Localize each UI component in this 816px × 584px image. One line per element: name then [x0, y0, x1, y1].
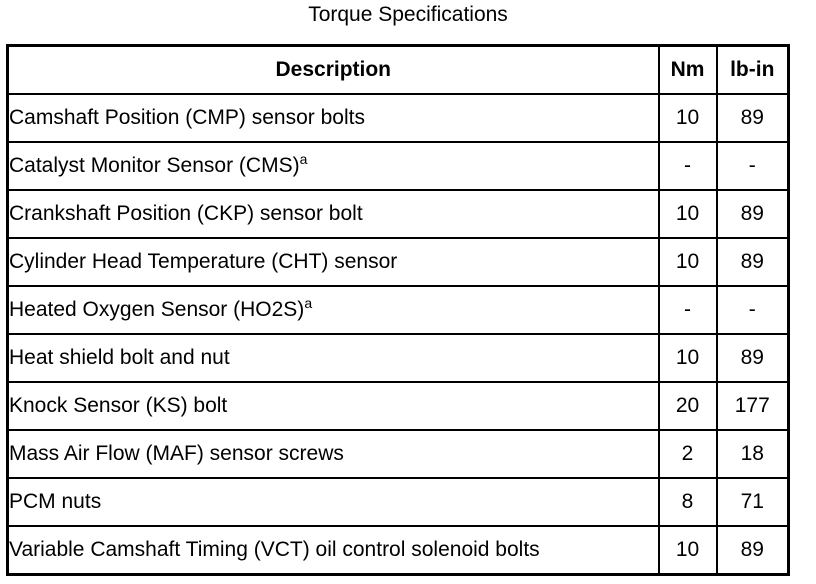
table-row: Heated Oxygen Sensor (HO2S)a - - [6, 285, 790, 335]
table-row: Catalyst Monitor Sensor (CMS)a - - [6, 141, 790, 191]
table-body: Camshaft Position (CMP) sensor bolts 10 89… [6, 93, 790, 576]
description-cell: Camshaft Position (CMP) sensor bolts [6, 93, 660, 143]
nm-cell: - [657, 285, 718, 335]
table-row: PCM nuts 8 71 [6, 477, 790, 527]
table-row: Heat shield bolt and nut 10 89 [6, 333, 790, 383]
lb-in-cell: 71 [715, 477, 790, 527]
table-row: Mass Air Flow (MAF) sensor screws 2 18 [6, 429, 790, 479]
table-row: Camshaft Position (CMP) sensor bolts 10 89 [6, 93, 790, 143]
nm-cell: 20 [657, 381, 718, 431]
nm-cell: 2 [657, 429, 718, 479]
description-cell: Catalyst Monitor Sensor (CMS)a [6, 141, 660, 191]
nm-cell: 10 [657, 237, 718, 287]
lb-in-cell: 89 [715, 525, 790, 576]
description-cell: Knock Sensor (KS) bolt [6, 381, 660, 431]
table-header: Description Nm lb-in [6, 44, 790, 95]
table-row: Crankshaft Position (CKP) sensor bolt 10 8… [6, 189, 790, 239]
table-row: Cylinder Head Temperature (CHT) sensor 10… [6, 237, 790, 287]
header-description: Description [6, 44, 660, 95]
header-row: Description Nm lb-in [6, 44, 790, 95]
lb-in-cell: 177 [715, 381, 790, 431]
description-cell: Heated Oxygen Sensor (HO2S)a [6, 285, 660, 335]
lb-in-cell: 89 [715, 237, 790, 287]
table-row: Knock Sensor (KS) bolt 20 177 [6, 381, 790, 431]
description-cell: Heat shield bolt and nut [6, 333, 660, 383]
nm-cell: - [657, 141, 718, 191]
lb-in-cell: 89 [715, 93, 790, 143]
lb-in-cell: - [715, 141, 790, 191]
lb-in-cell: 89 [715, 189, 790, 239]
nm-cell: 10 [657, 93, 718, 143]
description-cell: Crankshaft Position (CKP) sensor bolt [6, 189, 660, 239]
description-cell: Cylinder Head Temperature (CHT) sensor [6, 237, 660, 287]
description-cell: Variable Camshaft Timing (VCT) oil contr… [6, 525, 660, 576]
lb-in-cell: 18 [715, 429, 790, 479]
lb-in-cell: - [715, 285, 790, 335]
description-cell: PCM nuts [6, 477, 660, 527]
footnote-marker: a [299, 151, 308, 167]
footnote-marker: a [304, 295, 313, 311]
header-lb-in: lb-in [715, 44, 790, 95]
table-row: Variable Camshaft Timing (VCT) oil contr… [6, 525, 790, 576]
lb-in-cell: 89 [715, 333, 790, 383]
nm-cell: 10 [657, 333, 718, 383]
header-nm: Nm [657, 44, 718, 95]
nm-cell: 10 [657, 189, 718, 239]
nm-cell: 8 [657, 477, 718, 527]
nm-cell: 10 [657, 525, 718, 576]
table-title: Torque Specifications [308, 3, 508, 26]
torque-spec-table: Description Nm lb-in Camshaft Position (… [6, 44, 790, 576]
description-cell: Mass Air Flow (MAF) sensor screws [6, 429, 660, 479]
